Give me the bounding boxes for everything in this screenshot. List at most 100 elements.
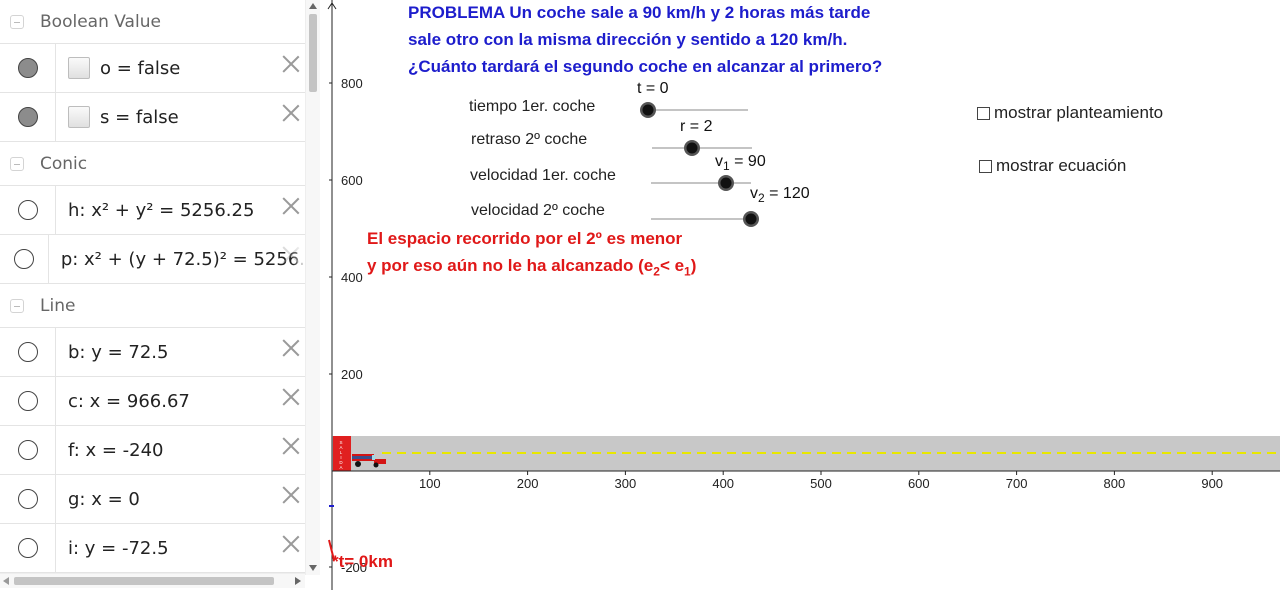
- algebra-expression[interactable]: p: x² + (y + 72.5)² = 5256.: [60, 248, 305, 270]
- algebra-row-s[interactable]: s = false: [0, 93, 305, 142]
- show-setup-label[interactable]: mostrar planteamiento: [994, 103, 1164, 122]
- status-message-line-1: El espacio recorrido por el 2º es menor: [367, 229, 683, 248]
- scroll-thumb[interactable]: [14, 577, 274, 585]
- algebra-expression[interactable]: c: x = 966.67: [68, 390, 190, 412]
- x-tick-label: 500: [810, 476, 832, 491]
- delete-icon[interactable]: [281, 103, 301, 123]
- algebra-expression[interactable]: h: x² + y² = 5256.25: [68, 199, 255, 221]
- visibility-toggle[interactable]: [17, 200, 38, 220]
- scroll-up-icon[interactable]: [309, 3, 317, 9]
- boolean-checkbox-o[interactable]: [68, 57, 90, 79]
- y-tick-label: 200: [341, 367, 363, 382]
- slider-t[interactable]: [640, 102, 748, 118]
- boolean-checkbox-s[interactable]: [68, 106, 90, 128]
- category-title: Line: [40, 295, 76, 316]
- visibility-toggle[interactable]: [17, 107, 38, 127]
- slider-t-value: t = 0: [637, 80, 669, 97]
- x-tick-label: 700: [1006, 476, 1028, 491]
- algebra-row-o[interactable]: o = false: [0, 44, 305, 93]
- algebra-row-g[interactable]: g: x = 0: [0, 475, 305, 524]
- visibility-toggle[interactable]: [17, 342, 38, 362]
- y-tick-label: -200: [341, 560, 367, 575]
- delete-icon[interactable]: [281, 196, 301, 216]
- algebra-expression[interactable]: b: y = 72.5: [68, 341, 169, 363]
- x-tick-label: 200: [517, 476, 539, 491]
- algebra-list: Boolean Value o = false s = false Conic …: [0, 0, 305, 573]
- algebra-row-p[interactable]: p: x² + (y + 72.5)² = 5256.: [0, 235, 305, 284]
- algebra-expression[interactable]: i: y = -72.5: [68, 537, 169, 559]
- visibility-toggle[interactable]: [17, 58, 38, 78]
- distance-label: *t= 0km: [332, 552, 393, 571]
- algebra-row-f[interactable]: f: x = -240: [0, 426, 305, 475]
- algebra-row-c[interactable]: c: x = 966.67: [0, 377, 305, 426]
- algebra-expression[interactable]: g: x = 0: [68, 488, 140, 510]
- algebra-expression[interactable]: s = false: [100, 106, 179, 128]
- show-equation-checkbox[interactable]: [979, 159, 992, 173]
- algebra-expression[interactable]: o = false: [100, 57, 181, 79]
- category-title: Conic: [40, 153, 88, 174]
- problem-line-2: sale otro con la misma dirección y senti…: [408, 30, 848, 49]
- visibility-toggle[interactable]: [17, 538, 38, 558]
- slider-v1-value: v1 = 90: [715, 153, 766, 174]
- y-tick-label: 600: [341, 173, 363, 188]
- algebra-expression[interactable]: f: x = -240: [68, 439, 164, 461]
- scroll-thumb[interactable]: [309, 14, 317, 92]
- visibility-toggle[interactable]: [13, 249, 34, 269]
- category-line[interactable]: Line: [0, 284, 305, 328]
- algebra-row-h[interactable]: h: x² + y² = 5256.25: [0, 186, 305, 235]
- collapse-icon[interactable]: [10, 14, 24, 29]
- x-tick-label: 300: [615, 476, 637, 491]
- collapse-icon[interactable]: [10, 298, 24, 313]
- scroll-right-icon[interactable]: [295, 577, 301, 585]
- slider-v1-label: velocidad 1er. coche: [470, 167, 616, 184]
- x-tick-label: 900: [1201, 476, 1223, 491]
- slider-r-label: retraso 2º coche: [471, 131, 588, 148]
- slider-v2[interactable]: [651, 211, 759, 227]
- delete-icon[interactable]: [281, 436, 301, 456]
- category-conic[interactable]: Conic: [0, 142, 305, 186]
- visibility-toggle[interactable]: [17, 440, 38, 460]
- slider-v2-label: velocidad 2º coche: [471, 202, 605, 219]
- x-tick-label: 100: [419, 476, 441, 491]
- start-banner: [333, 436, 351, 471]
- show-setup-option[interactable]: mostrar planteamiento: [977, 103, 1163, 123]
- delete-icon[interactable]: [281, 387, 301, 407]
- delete-icon[interactable]: [281, 54, 301, 74]
- algebra-row-b[interactable]: b: y = 72.5: [0, 328, 305, 377]
- scroll-down-icon[interactable]: [309, 565, 317, 571]
- category-title: Boolean Value: [40, 11, 161, 32]
- vertical-scrollbar[interactable]: [305, 0, 320, 575]
- delete-icon[interactable]: [281, 485, 301, 505]
- scroll-left-icon[interactable]: [3, 577, 9, 585]
- algebra-view: Boolean Value o = false s = false Conic …: [0, 0, 320, 590]
- y-tick-label: 400: [341, 270, 363, 285]
- x-tick-label: 400: [712, 476, 734, 491]
- category-boolean-value[interactable]: Boolean Value: [0, 0, 305, 44]
- delete-icon[interactable]: [281, 534, 301, 554]
- x-axis-ticks: 100 200 300 400 500 600 700 800 900: [419, 471, 1223, 491]
- problem-line-3: ¿Cuánto tardará el segundo coche en alca…: [408, 57, 883, 76]
- show-equation-option[interactable]: mostrar ecuación: [979, 156, 1126, 176]
- x-tick-label: 600: [908, 476, 930, 491]
- show-equation-label[interactable]: mostrar ecuación: [996, 156, 1127, 175]
- y-axis-arrow: [327, 2, 337, 10]
- x-tick-label: 800: [1104, 476, 1126, 491]
- visibility-toggle[interactable]: [17, 489, 38, 509]
- slider-r-value: r = 2: [680, 118, 713, 135]
- car-icon: [352, 454, 386, 468]
- horizontal-scrollbar[interactable]: [0, 573, 305, 588]
- algebra-row-i[interactable]: i: y = -72.5: [0, 524, 305, 573]
- slider-r[interactable]: [652, 140, 752, 156]
- slider-v2-value: v2 = 120: [750, 185, 810, 206]
- visibility-toggle[interactable]: [17, 391, 38, 411]
- collapse-icon[interactable]: [10, 156, 24, 171]
- y-tick-label: 800: [341, 76, 363, 91]
- problem-line-1: PROBLEMA Un coche sale a 90 km/h y 2 hor…: [408, 3, 871, 22]
- show-setup-checkbox[interactable]: [977, 106, 990, 120]
- slider-t-label: tiempo 1er. coche: [469, 98, 596, 115]
- delete-icon[interactable]: [281, 338, 301, 358]
- slider-v1[interactable]: [651, 175, 751, 191]
